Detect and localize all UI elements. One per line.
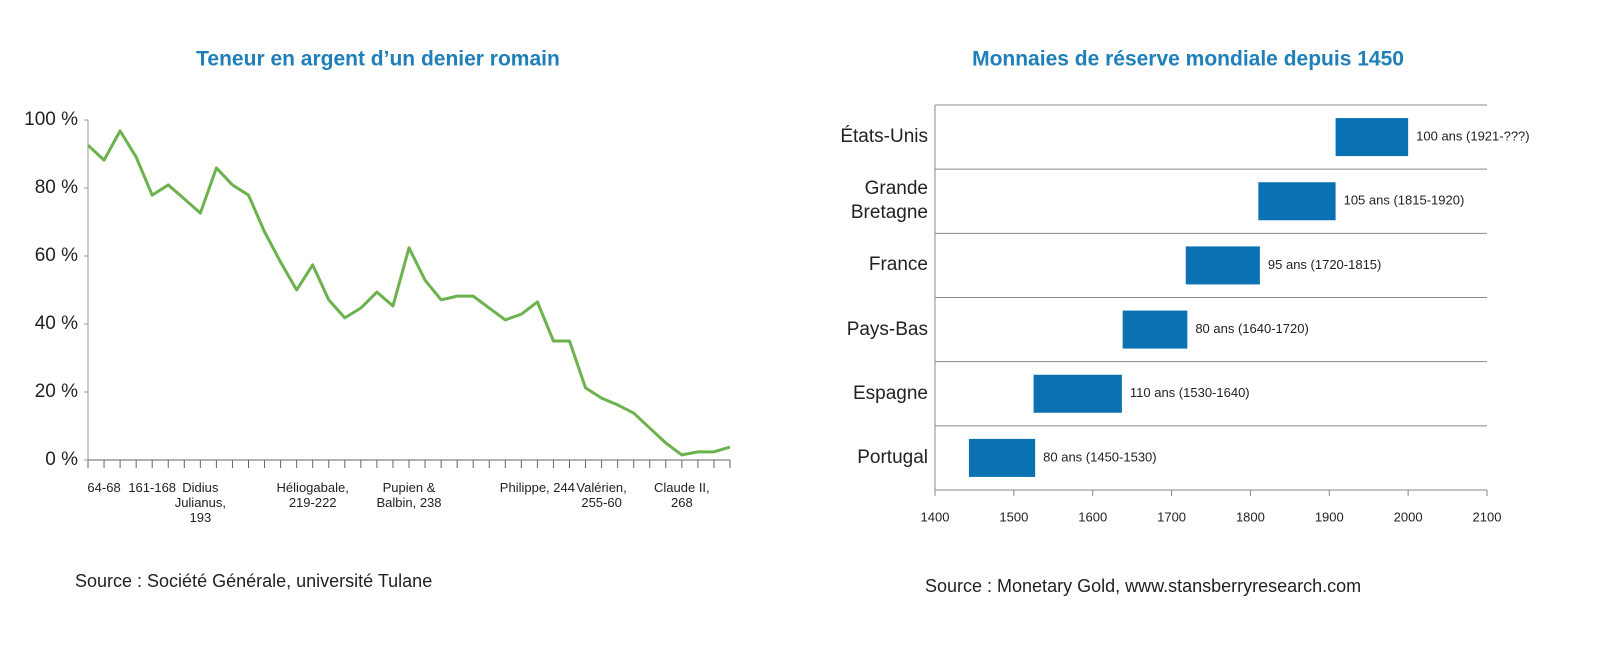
- x-tick-label: 1900: [1315, 509, 1344, 524]
- x-tick-label: Pupien & Balbin, 238: [376, 480, 442, 510]
- x-tick-label: Valérien, 255-60: [576, 480, 627, 510]
- y-tick-label: 40 %: [35, 313, 78, 334]
- bar: [1033, 374, 1122, 413]
- chart-title: Teneur en argent d’un denier romain: [196, 48, 560, 71]
- x-tick-label: 1600: [1078, 509, 1107, 524]
- bar: [1335, 118, 1409, 157]
- bar: [1258, 182, 1336, 221]
- category-label: États-Unis: [840, 126, 928, 148]
- x-tick-label: 64-68: [87, 480, 121, 495]
- source: Source : Société Générale, université Tu…: [75, 571, 432, 591]
- bar-label: 100 ans (1921-???): [1416, 129, 1529, 144]
- bar-label: 105 ans (1815-1920): [1344, 193, 1465, 208]
- category-label: Espagne: [852, 382, 928, 404]
- bar-label: 80 ans (1640-1720): [1195, 321, 1308, 336]
- x-tick-label: 1700: [1157, 509, 1186, 524]
- category-label: Grande Bretagne: [850, 178, 928, 224]
- bar-label: 110 ans (1530-1640): [1130, 385, 1250, 400]
- category-label: Pays-Bas: [846, 318, 928, 340]
- bar: [1122, 310, 1188, 349]
- x-tick-label: 2000: [1394, 509, 1423, 524]
- y-tick-label: 60 %: [35, 245, 78, 266]
- y-tick-label: 20 %: [35, 381, 78, 402]
- x-tick-label: Claude II, 268: [654, 480, 710, 510]
- x-tick-label: 1400: [921, 509, 950, 524]
- bar: [968, 438, 1036, 477]
- x-tick-label: Philippe, 244: [499, 480, 575, 495]
- x-tick-label: 1500: [999, 509, 1028, 524]
- x-tick-label: Didius Julianus, 193: [174, 480, 226, 525]
- y-tick-label: 0 %: [45, 449, 78, 470]
- x-tick-label: 1800: [1236, 509, 1265, 524]
- bar-label: 80 ans (1450-1530): [1043, 449, 1156, 464]
- category-label: Portugal: [857, 446, 928, 468]
- data-line: [86, 129, 731, 457]
- y-tick-label: 100 %: [24, 109, 78, 130]
- x-tick-label: 2100: [1473, 509, 1502, 524]
- category-label: France: [868, 254, 928, 276]
- bar-label: 95 ans (1720-1815): [1268, 257, 1381, 272]
- chart-title: Monnaies de réserve mondiale depuis 1450: [972, 48, 1404, 71]
- x-tick-label: Héliogabale, 219-222: [276, 480, 349, 510]
- bar: [1185, 246, 1260, 285]
- y-tick-label: 80 %: [35, 177, 78, 198]
- source: Source : Monetary Gold, www.stansberryre…: [925, 576, 1361, 596]
- x-tick-label: 161-168: [128, 480, 177, 495]
